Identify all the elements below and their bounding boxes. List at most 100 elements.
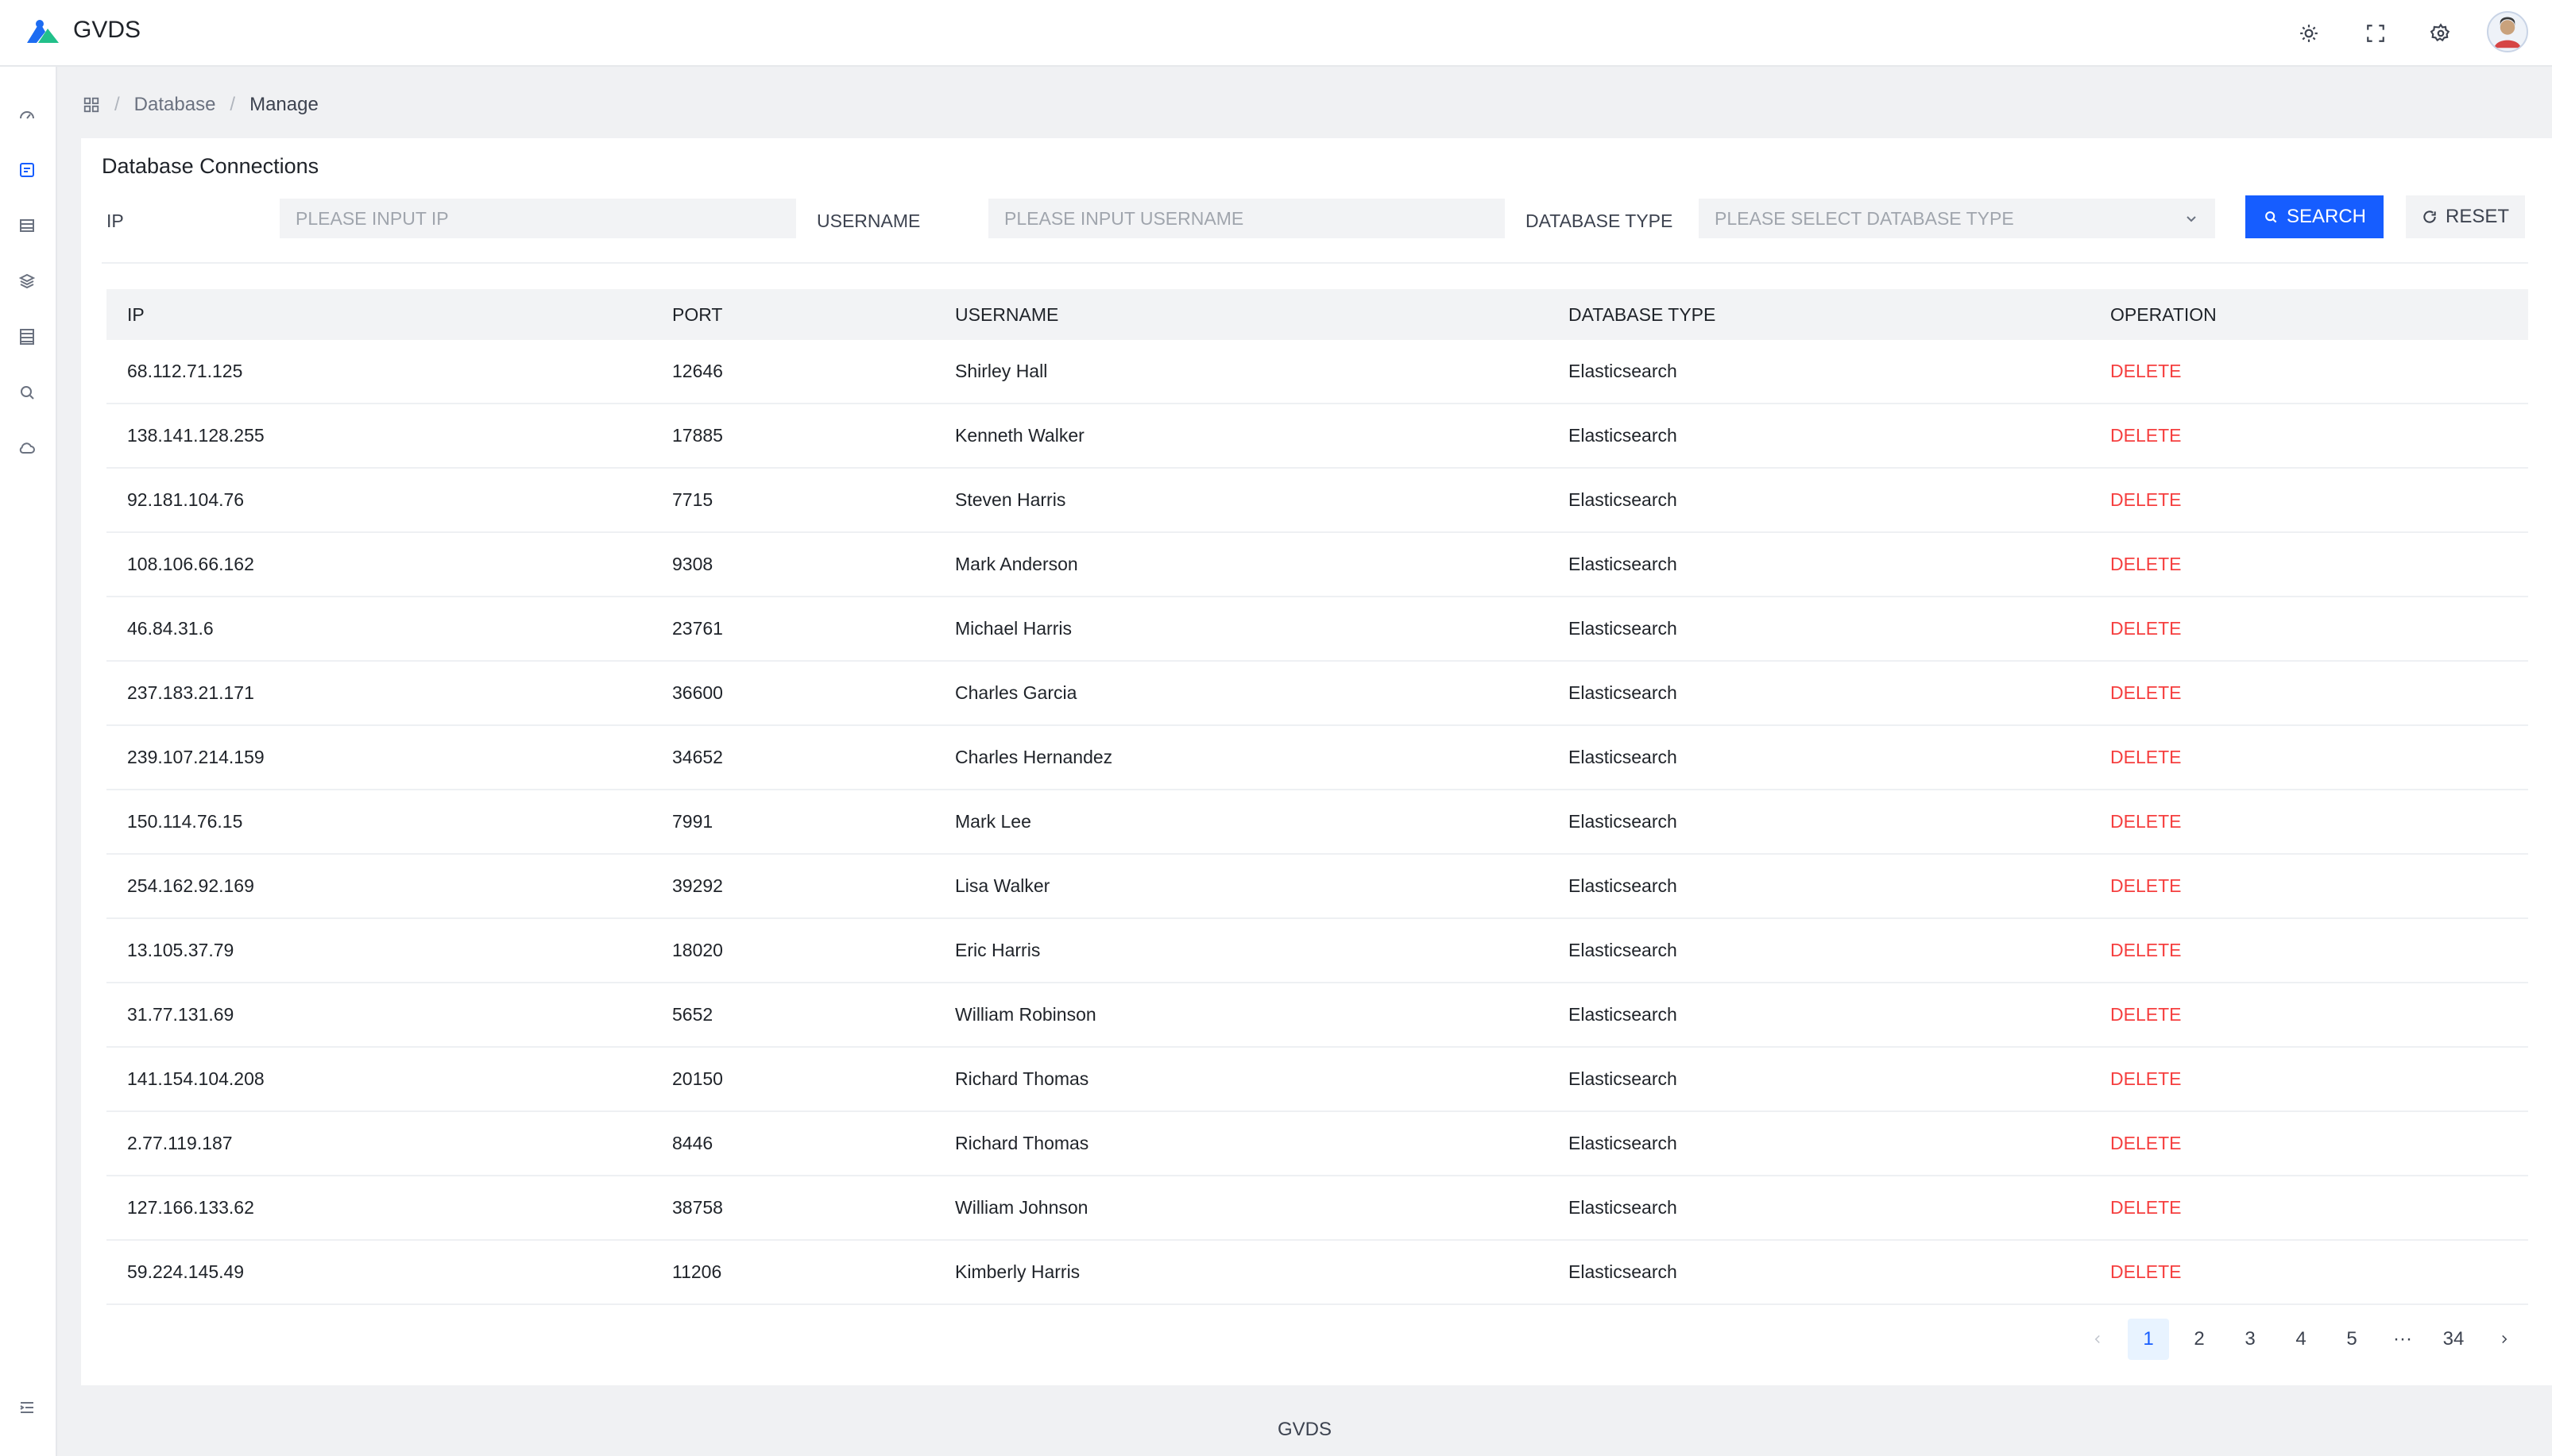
cell-port: 7991 [672, 811, 713, 832]
username-filter-label: USERNAME [817, 210, 921, 231]
reset-button[interactable]: RESET [2406, 195, 2525, 238]
cell-ip: 150.114.76.15 [127, 811, 243, 832]
sidebar-item-search[interactable] [10, 375, 44, 410]
main-card: Database Connections IP USERNAME DATABAS… [81, 138, 2552, 1385]
delete-button[interactable]: DELETE [2110, 1068, 2182, 1089]
delete-button[interactable]: DELETE [2110, 811, 2182, 832]
ip-input[interactable] [280, 199, 796, 238]
user-avatar[interactable] [2487, 11, 2528, 52]
cell-port: 23761 [672, 618, 723, 639]
page-4-button[interactable]: 4 [2295, 1328, 2306, 1350]
pagination-ellipsis[interactable]: ··· [2393, 1328, 2412, 1350]
app-title: GVDS [73, 17, 141, 43]
table-row: 92.181.104.76 7715 Steven Harris Elasticsea… [106, 469, 2528, 533]
cell-port: 7715 [672, 489, 713, 510]
search-button[interactable]: SEARCH [2245, 195, 2384, 238]
delete-button[interactable]: DELETE [2110, 682, 2182, 703]
page-2-button[interactable]: 2 [2194, 1328, 2205, 1350]
cell-ip: 108.106.66.162 [127, 554, 254, 574]
cell-database-type: Elasticsearch [1568, 940, 1677, 960]
fullscreen-button[interactable] [2357, 14, 2395, 52]
cell-database-type: Elasticsearch [1568, 554, 1677, 574]
page-5-button[interactable]: 5 [2346, 1328, 2357, 1350]
sidebar-collapse-button[interactable] [10, 1390, 44, 1425]
breadcrumb-separator: / [114, 94, 120, 115]
delete-button[interactable]: DELETE [2110, 1004, 2182, 1025]
cell-ip: 31.77.131.69 [127, 1004, 234, 1025]
reset-button-label: RESET [2445, 206, 2509, 227]
cell-port: 11206 [672, 1261, 722, 1282]
delete-button[interactable]: DELETE [2110, 361, 2182, 381]
cell-username: Mark Anderson [955, 554, 1078, 574]
delete-button[interactable]: DELETE [2110, 940, 2182, 960]
cell-database-type: Elasticsearch [1568, 747, 1677, 767]
database-type-select[interactable]: PLEASE SELECT DATABASE TYPE [1699, 199, 2215, 238]
cell-port: 17885 [672, 425, 723, 446]
table-row: 150.114.76.15 7991 Mark Lee Elasticsearch DE… [106, 790, 2528, 855]
table-row: 46.84.31.6 23761 Michael Harris Elasticsear… [106, 597, 2528, 662]
table-row: 138.141.128.255 17885 Kenneth Walker Elasti… [106, 404, 2528, 469]
app-logo-icon[interactable] [24, 16, 60, 48]
cell-database-type: Elasticsearch [1568, 1133, 1677, 1153]
sidebar-item-database[interactable] [10, 153, 44, 187]
cell-username: Richard Thomas [955, 1068, 1089, 1089]
page-last-button[interactable]: 34 [2442, 1328, 2465, 1350]
sidebar-item-table[interactable] [10, 208, 44, 243]
delete-button[interactable]: DELETE [2110, 1261, 2182, 1282]
delete-button[interactable]: DELETE [2110, 618, 2182, 639]
cell-username: William Johnson [955, 1197, 1088, 1218]
dbtype-filter-label: DATABASE TYPE [1525, 210, 1673, 231]
apps-grid-icon[interactable] [83, 96, 100, 114]
cloud-icon [19, 442, 35, 454]
breadcrumb: / Database / Manage [83, 89, 319, 121]
table-header: IP PORT USERNAME DATABASE TYPE OPERATION [106, 289, 2528, 340]
page-1-button[interactable]: 1 [2128, 1319, 2169, 1360]
cell-port: 34652 [672, 747, 723, 767]
delete-button[interactable]: DELETE [2110, 1197, 2182, 1218]
cell-username: Richard Thomas [955, 1133, 1089, 1153]
delete-button[interactable]: DELETE [2110, 747, 2182, 767]
delete-button[interactable]: DELETE [2110, 425, 2182, 446]
pagination-prev-button[interactable] [2077, 1319, 2118, 1360]
cell-username: William Robinson [955, 1004, 1096, 1025]
cell-database-type: Elasticsearch [1568, 618, 1677, 639]
sidebar-item-list[interactable] [10, 319, 44, 354]
breadcrumb-database[interactable]: Database [133, 94, 216, 115]
footer-text: GVDS [1277, 1419, 1332, 1440]
cell-username: Michael Harris [955, 618, 1072, 639]
delete-button[interactable]: DELETE [2110, 1133, 2182, 1153]
breadcrumb-separator: / [230, 94, 236, 115]
search-icon [21, 386, 34, 400]
dashboard-icon [20, 111, 34, 119]
cell-username: Kimberly Harris [955, 1261, 1081, 1282]
delete-button[interactable]: DELETE [2110, 554, 2182, 574]
username-input[interactable] [988, 199, 1505, 238]
pagination-next-button[interactable] [2484, 1319, 2525, 1360]
table-row: 237.183.21.171 36600 Charles Garcia Elastic… [106, 662, 2528, 726]
ip-filter-label: IP [106, 210, 124, 231]
sidebar-item-layers[interactable] [10, 264, 44, 299]
sidebar-item-dashboard[interactable] [10, 97, 44, 132]
cell-port: 8446 [672, 1133, 713, 1153]
theme-toggle-button[interactable] [2290, 14, 2328, 52]
page-title: Database Connections [102, 154, 319, 178]
settings-button[interactable] [2422, 14, 2460, 52]
cell-ip: 254.162.92.169 [127, 875, 254, 896]
sidebar-item-cloud[interactable] [10, 431, 44, 465]
cell-database-type: Elasticsearch [1568, 425, 1677, 446]
refresh-icon [2423, 210, 2436, 223]
table-body: 68.112.71.125 12646 Shirley Hall Elasticsea… [106, 340, 2528, 1305]
column-header-ip: IP [127, 303, 145, 325]
table-row: 141.154.104.208 20150 Richard Thomas Elasti… [106, 1048, 2528, 1112]
cell-port: 5652 [672, 1004, 713, 1025]
delete-button[interactable]: DELETE [2110, 489, 2182, 510]
delete-button[interactable]: DELETE [2110, 875, 2182, 896]
page-3-button[interactable]: 3 [2245, 1328, 2256, 1350]
filter-divider [102, 262, 2528, 264]
cell-port: 12646 [672, 361, 723, 381]
cell-username: Mark Lee [955, 811, 1031, 832]
cell-username: Charles Hernandez [955, 747, 1113, 767]
cell-database-type: Elasticsearch [1568, 1068, 1677, 1089]
column-header-database-type: DATABASE TYPE [1568, 303, 1716, 325]
cell-ip: 92.181.104.76 [127, 489, 245, 510]
